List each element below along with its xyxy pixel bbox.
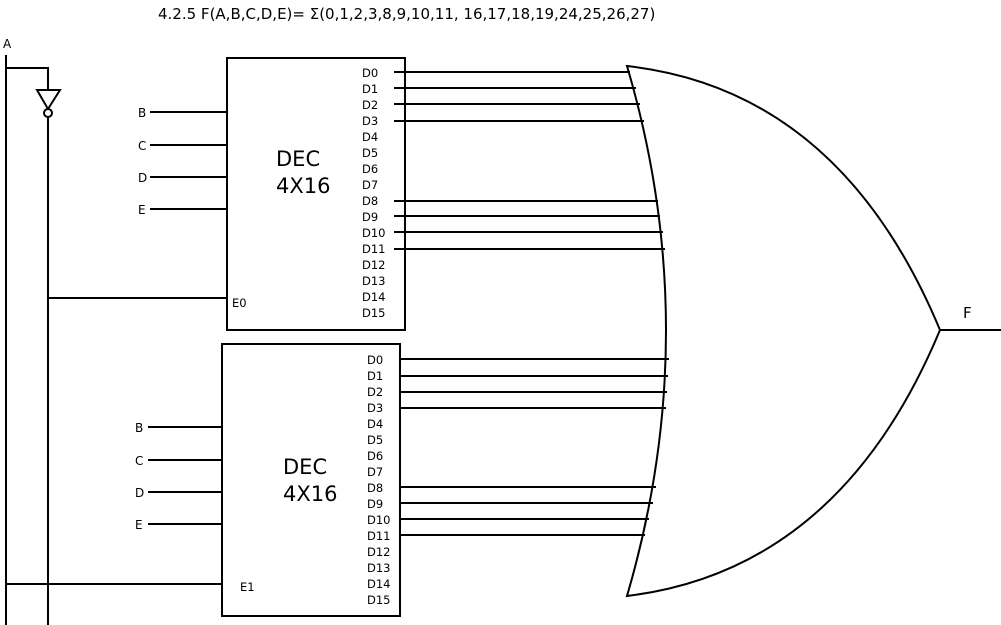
- decoder-1-name: DEC: [276, 147, 320, 171]
- decoder-2: DEC 4X16 E1 B C D E D0 D1 D2 D3 D4 D5 D6…: [135, 343, 401, 617]
- decoder-2-output-d7: D7: [367, 465, 383, 479]
- decoder-1-output-d7: D7: [362, 178, 378, 192]
- decoder-1-output-d1: D1: [362, 82, 378, 96]
- decoder-1-output-d5: D5: [362, 146, 378, 160]
- decoder-2-input-c: C: [135, 454, 143, 468]
- decoder-1-input-b: B: [138, 106, 146, 120]
- decoder-2-output-d0: D0: [367, 353, 383, 367]
- decoder-1-input-e: E: [138, 203, 146, 217]
- decoder-1-output-d6: D6: [362, 162, 378, 176]
- decoder-2-output-d9: D9: [367, 497, 383, 511]
- decoder-1-input-d: D: [138, 171, 147, 185]
- decoder-1-output-d11: D11: [362, 242, 386, 256]
- decoder-2-name: DEC: [283, 455, 327, 479]
- decoder-2-output-d4: D4: [367, 417, 383, 431]
- inverter-input-wire: [6, 67, 49, 90]
- decoder-1-output-d10: D10: [362, 226, 386, 240]
- decoder-2-output-d2: D2: [367, 385, 383, 399]
- decoder-1-size: 4X16: [276, 174, 330, 198]
- decoder-2-input-e: E: [135, 518, 143, 532]
- decoder-2-size: 4X16: [283, 482, 337, 506]
- decoder-1-box: [226, 57, 406, 331]
- decoder-2-output-d1: D1: [367, 369, 383, 383]
- decoder-2-output-d13: D13: [367, 561, 391, 575]
- decoder-2-output-d10: D10: [367, 513, 391, 527]
- not-gate-icon: [35, 89, 62, 118]
- decoder-2-output-d3: D3: [367, 401, 383, 415]
- decoder-2-output-d12: D12: [367, 545, 391, 559]
- or-gate-icon: [625, 64, 942, 598]
- decoder-2-output-d8: D8: [367, 481, 383, 495]
- decoder-1-enable-label: E0: [232, 296, 247, 310]
- input-a-label: A: [3, 37, 12, 51]
- decoder-1-output-d0: D0: [362, 66, 378, 80]
- decoder-1-output-d13: D13: [362, 274, 386, 288]
- decoder-2-output-d15: D15: [367, 593, 391, 607]
- decoder-2-input-b: B: [135, 421, 143, 435]
- decoder-2-output-d14: D14: [367, 577, 391, 591]
- decoder-2-output-d5: D5: [367, 433, 383, 447]
- decoder-1: DEC 4X16 E0 B C D E D0 D1 D2 D3 D4 D5 D6…: [138, 57, 406, 331]
- decoder-2-input-d: D: [135, 486, 144, 500]
- decoder-1-input-c: C: [138, 139, 146, 153]
- decoder-1-output-d9: D9: [362, 210, 378, 224]
- decoder-2-enable-label: E1: [240, 580, 255, 594]
- decoder-2-output-d11: D11: [367, 529, 391, 543]
- decoder-1-output-d3: D3: [362, 114, 378, 128]
- diagram-title: 4.2.5 F(A,B,C,D,E)= Σ(0,1,2,3,8,9,10,11,…: [158, 5, 655, 23]
- decoder-1-output-d8: D8: [362, 194, 378, 208]
- decoder-1-output-d4: D4: [362, 130, 378, 144]
- decoder-2-box: [221, 343, 401, 617]
- output-f-label: F: [963, 304, 972, 322]
- decoder-1-output-d14: D14: [362, 290, 386, 304]
- decoder-2-output-d6: D6: [367, 449, 383, 463]
- decoder-1-output-d12: D12: [362, 258, 386, 272]
- decoder-1-output-d2: D2: [362, 98, 378, 112]
- decoder-1-output-d15: D15: [362, 306, 386, 320]
